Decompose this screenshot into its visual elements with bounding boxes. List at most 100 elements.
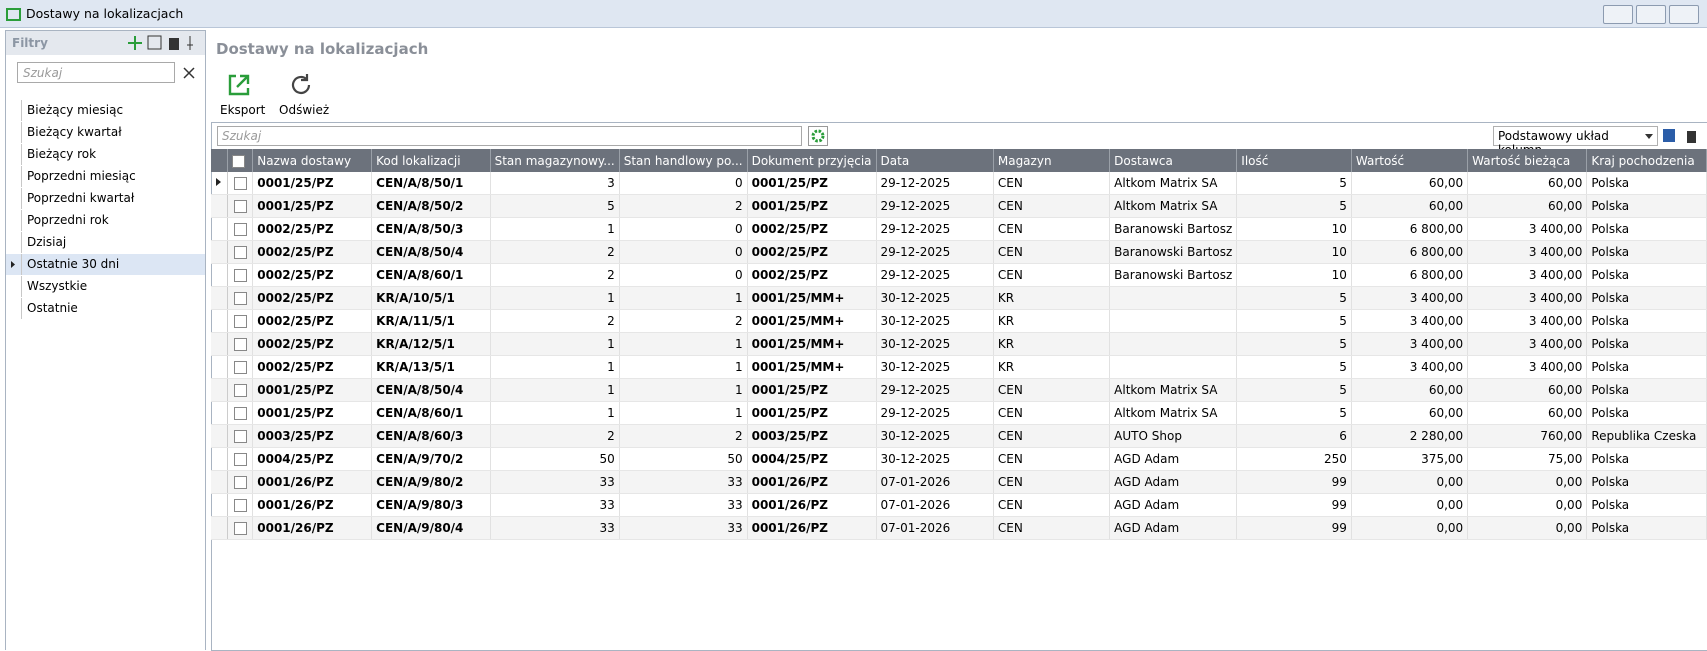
filter-search-placeholder: Szukaj (23, 66, 63, 80)
row-checkbox[interactable] (227, 355, 254, 379)
column-header[interactable]: Dokument przyjęcia (747, 149, 877, 172)
cell: Polska (1586, 493, 1707, 517)
row-indicator (211, 240, 229, 264)
data-row[interactable]: 0002/25/PZ KR/A/11/5/1 2 2 0001/25/MM+ 30-12-… (211, 309, 1707, 333)
filter-search[interactable]: Szukaj (17, 62, 175, 83)
cell: 29-12-2025 (876, 194, 994, 218)
cell: 5 (1236, 332, 1352, 356)
row-checkbox[interactable] (227, 263, 254, 287)
filter-item[interactable]: Poprzedni miesiąc (6, 165, 205, 187)
row-checkbox[interactable] (227, 217, 254, 241)
filter-actions[interactable] (126, 33, 202, 53)
row-checkbox[interactable] (227, 378, 254, 402)
row-checkbox[interactable] (227, 401, 254, 425)
cell: AGD Adam (1109, 447, 1238, 471)
cell: Altkom Matrix SA (1109, 194, 1238, 218)
row-indicator (211, 332, 229, 356)
filter-item[interactable]: Bieżący kwartał (6, 121, 205, 143)
column-header[interactable]: Ilość (1236, 149, 1352, 172)
row-indicator (211, 217, 229, 241)
layout-actions[interactable] (1662, 128, 1702, 144)
row-checkbox[interactable] (227, 424, 254, 448)
column-header[interactable]: Nazwa dostawy (252, 149, 373, 172)
row-checkbox[interactable] (227, 493, 254, 517)
data-row[interactable]: 0002/25/PZ KR/A/13/5/1 1 1 0001/25/MM+ 30-12-… (211, 355, 1707, 379)
filter-item[interactable]: Poprzedni rok (6, 209, 205, 231)
cell: 1 (619, 401, 748, 425)
filter-item[interactable]: Poprzedni kwartał (6, 187, 205, 209)
filter-item[interactable]: Wszystkie (6, 275, 205, 297)
cell: 1 (490, 401, 620, 425)
column-header[interactable]: Wartość bieżąca (1467, 149, 1588, 172)
grid-search[interactable]: Szukaj (217, 126, 802, 146)
filter-item[interactable]: Bieżący miesiąc (6, 99, 205, 121)
select-all[interactable] (227, 149, 254, 172)
data-row[interactable]: 0001/25/PZ CEN/A/8/60/1 1 1 0001/25/PZ 29-12-… (211, 401, 1707, 425)
row-checkbox[interactable] (227, 194, 254, 218)
filter-item[interactable]: Ostatnie 30 dni (6, 253, 205, 275)
column-header[interactable]: Stan magazynowy... (490, 149, 620, 172)
export-button[interactable]: Eksport (220, 103, 266, 117)
row-checkbox[interactable] (227, 172, 254, 195)
data-row[interactable]: 0002/25/PZ CEN/A/8/60/1 2 0 0002/25/PZ 29-12-… (211, 263, 1707, 287)
row-marker (6, 144, 22, 165)
filter-item[interactable]: Dzisiaj (6, 231, 205, 253)
cell: 07-01-2026 (876, 493, 994, 517)
row-indicator (211, 447, 229, 471)
refresh-button[interactable]: Odśwież (279, 103, 330, 117)
data-row[interactable]: 0002/25/PZ CEN/A/8/50/4 2 0 0002/25/PZ 29-12-… (211, 240, 1707, 264)
row-checkbox[interactable] (227, 286, 254, 310)
data-row[interactable]: 0003/25/PZ CEN/A/8/60/3 2 2 0003/25/PZ 30-12-… (211, 424, 1707, 448)
grid-settings[interactable] (808, 126, 828, 146)
cell: 0001/25/PZ (252, 172, 373, 195)
cell: 0,00 (1351, 493, 1469, 517)
filter-item[interactable]: Bieżący rok (6, 143, 205, 165)
column-header[interactable]: Magazyn (993, 149, 1111, 172)
data-row[interactable]: 0002/25/PZ KR/A/10/5/1 1 1 0001/25/MM+ 30-12-… (211, 286, 1707, 310)
data-row[interactable]: 0004/25/PZ CEN/A/9/70/2 50 50 0004/25/PZ 30-1… (211, 447, 1707, 471)
column-header[interactable]: Data (876, 149, 994, 172)
data-row[interactable]: 0001/25/PZ CEN/A/8/50/4 1 1 0001/25/PZ 29-12-… (211, 378, 1707, 402)
cell: 30-12-2025 (876, 309, 994, 333)
clear-search[interactable] (182, 66, 196, 80)
column-header[interactable]: Kraj pochodzenia (1586, 149, 1707, 172)
column-header[interactable]: Dostawca (1109, 149, 1238, 172)
export-icon[interactable] (226, 72, 252, 98)
data-row[interactable]: 0001/25/PZ CEN/A/8/50/1 3 0 0001/25/PZ 29-12-… (211, 172, 1707, 195)
column-header[interactable]: Wartość (1351, 149, 1469, 172)
data-row[interactable]: 0001/26/PZ CEN/A/9/80/4 33 33 0001/26/PZ 07-0… (211, 516, 1707, 540)
row-checkbox[interactable] (227, 470, 254, 494)
cell: 0001/26/PZ (747, 516, 877, 540)
row-marker (6, 298, 22, 319)
cell: 3 400,00 (1351, 286, 1469, 310)
data-row[interactable]: 0002/25/PZ KR/A/12/5/1 1 1 0001/25/MM+ 30-12-… (211, 332, 1707, 356)
cell: Polska (1586, 516, 1707, 540)
cell: 0001/25/PZ (252, 378, 373, 402)
cell: 99 (1236, 470, 1352, 494)
filter-item[interactable]: Ostatnie (6, 297, 205, 319)
column-header[interactable]: Kod lokalizacji (371, 149, 491, 172)
column-header[interactable]: Stan handlowy po... (619, 149, 748, 172)
cell: 5 (1236, 172, 1352, 195)
data-row[interactable]: 0001/26/PZ CEN/A/9/80/2 33 33 0001/26/PZ 07-0… (211, 470, 1707, 494)
data-row[interactable]: 0002/25/PZ CEN/A/8/50/3 1 0 0002/25/PZ 29-12-… (211, 217, 1707, 241)
layout-dropdown[interactable]: Podstawowy układ kolumn (1493, 126, 1658, 157)
row-checkbox[interactable] (227, 309, 254, 333)
cell: 2 (490, 309, 620, 333)
row-checkbox[interactable] (227, 516, 254, 540)
close[interactable] (1669, 5, 1699, 24)
cell: CEN/A/9/80/4 (371, 516, 491, 540)
cell: CEN (993, 217, 1111, 241)
refresh-icon[interactable] (289, 72, 315, 98)
cell: CEN (993, 424, 1111, 448)
cell: 99 (1236, 516, 1352, 540)
cell: 60,00 (1351, 172, 1469, 195)
row-checkbox[interactable] (227, 332, 254, 356)
row-checkbox[interactable] (227, 447, 254, 471)
row-checkbox[interactable] (227, 240, 254, 264)
data-row[interactable]: 0001/25/PZ CEN/A/8/50/2 5 2 0001/25/PZ 29-12-… (211, 194, 1707, 218)
data-row[interactable]: 0001/26/PZ CEN/A/9/80/3 33 33 0001/26/PZ 07-0… (211, 493, 1707, 517)
maximize[interactable] (1636, 5, 1666, 24)
minimize[interactable] (1603, 5, 1633, 24)
cell: 2 (490, 424, 620, 448)
